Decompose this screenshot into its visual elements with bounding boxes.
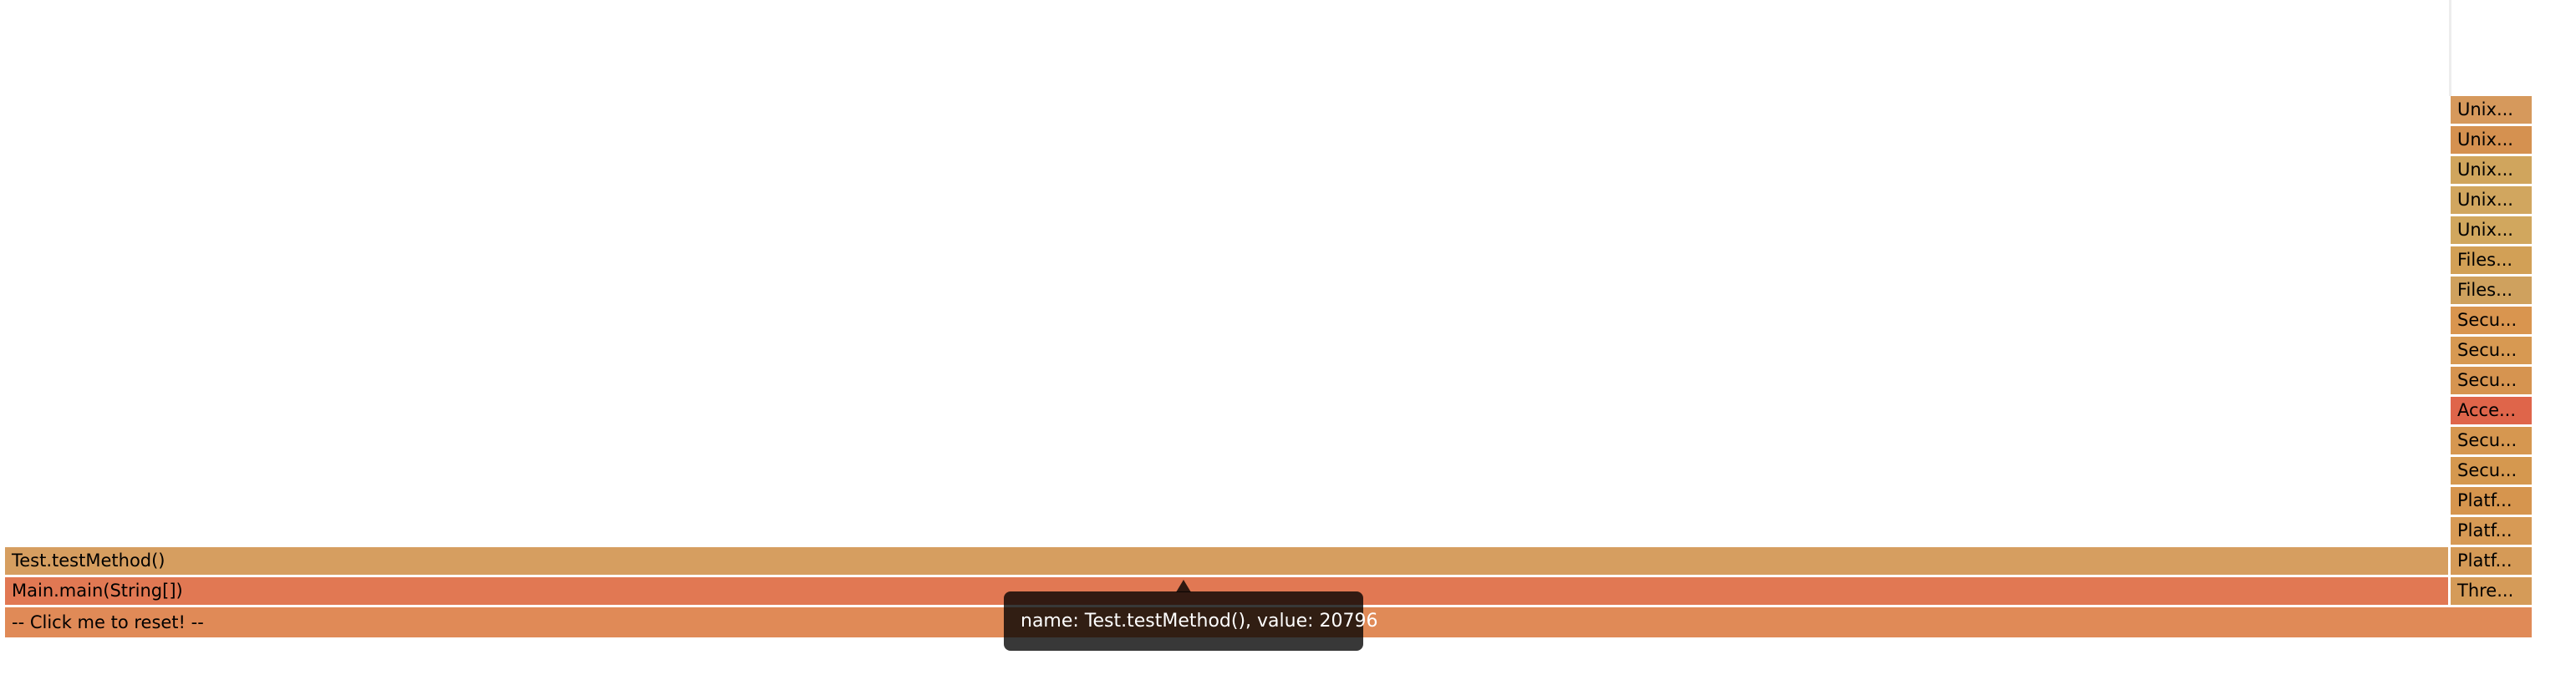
frame-platf[interactable]: Platf... [2451, 547, 2532, 575]
frame-files[interactable]: Files... [2451, 277, 2532, 304]
frame-secu[interactable]: Secu... [2451, 337, 2532, 364]
tooltip-text: name: Test.testMethod(), value: 20796 [1021, 611, 1378, 632]
tooltip: name: Test.testMethod(), value: 20796 [1004, 580, 1378, 651]
frame-platf[interactable]: Platf... [2451, 487, 2532, 515]
frame-thread[interactable]: Thre... [2451, 577, 2532, 605]
frame-acce[interactable]: Acce... [2451, 397, 2532, 424]
frame-secu[interactable]: Secu... [2451, 457, 2532, 485]
frame-secu[interactable]: Secu... [2451, 427, 2532, 454]
frame-unix[interactable]: Unix... [2451, 216, 2532, 244]
guide-line [2449, 0, 2451, 96]
frame-files[interactable]: Files... [2451, 246, 2532, 274]
frame-test[interactable]: Test.testMethod() [5, 547, 2448, 575]
frame-secu[interactable]: Secu... [2451, 367, 2532, 394]
frame-platf[interactable]: Platf... [2451, 517, 2532, 545]
tooltip-caret-icon [1176, 580, 1191, 592]
frame-unix[interactable]: Unix... [2451, 96, 2532, 124]
frame-unix[interactable]: Unix... [2451, 126, 2532, 154]
frame-unix[interactable]: Unix... [2451, 186, 2532, 214]
frame-secu[interactable]: Secu... [2451, 307, 2532, 334]
frame-unix[interactable]: Unix... [2451, 156, 2532, 184]
